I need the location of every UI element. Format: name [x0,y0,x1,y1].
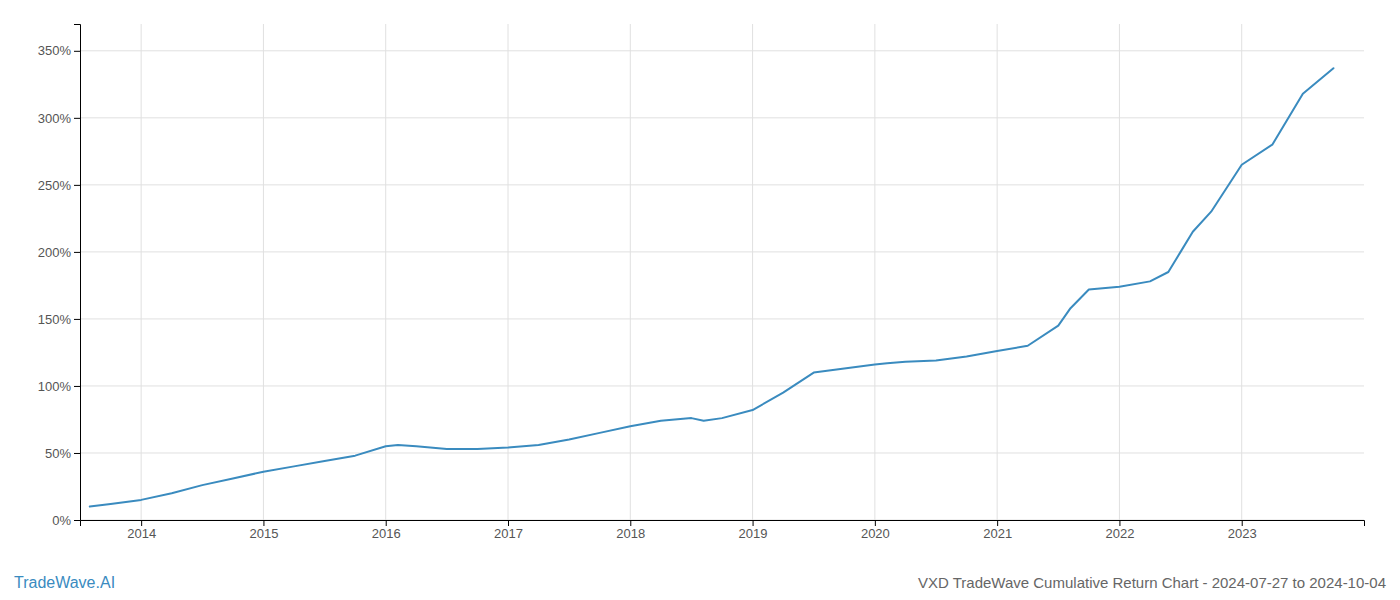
y-tick: 300% [38,110,80,125]
y-tick-mark [74,453,80,454]
y-grid-line [80,452,1364,453]
x-tick: 2021 [983,520,1012,541]
y-grid-line [80,318,1364,319]
x-tick-label: 2023 [1228,526,1257,541]
y-tick-mark [74,51,80,52]
x-tick-label: 2020 [861,526,890,541]
x-tick-mark [263,520,264,526]
x-tick: 2016 [372,520,401,541]
x-tick: 2020 [861,520,890,541]
x-tick-label: 2018 [616,526,645,541]
y-tick-mark [74,185,80,186]
y-tick-mark [74,252,80,253]
y-tick-mark [74,319,80,320]
plot-area: 2014 2015 2016 2017 2018 2019 2020 2021 2022 2023… [38,24,1365,541]
x-tick-mark [386,520,387,526]
y-tick-mark [74,118,80,119]
x-tick-mark [753,520,754,526]
y-tick-label: 350% [38,43,72,58]
y-tick: 200% [38,245,80,260]
y-grid-line [80,117,1364,118]
x-tick: 2017 [494,520,523,541]
y-tick-label: 300% [38,110,72,125]
x-grid-line [1119,24,1120,520]
title: VXD TradeWave Cumulative Return Chart - … [918,574,1386,591]
y-tick-label: 250% [38,178,72,193]
y-tick-label: 200% [38,245,72,260]
x-grid-line [874,24,875,520]
x-grid-line [630,24,631,520]
y-tick: 100% [38,379,80,394]
y-grid-line [80,251,1364,252]
chart: 2014 2015 2016 2017 2018 2019 2020 2021 2022 2023… [0,0,1400,600]
x-axis: 2014 2015 2016 2017 2018 2019 2020 2021 2022 2023 [81,520,1365,541]
x-grid-line [141,24,142,520]
x-grid-line [752,24,753,520]
x-tick-label: 2022 [1105,526,1134,541]
x-tick-label: 2017 [494,526,523,541]
y-tick: 350% [38,43,80,58]
y-tick: 250% [38,178,80,193]
grid [80,24,1364,520]
x-tick: 2022 [1105,520,1134,541]
x-tick: 2023 [1228,520,1257,541]
y-tick-label: 50% [45,446,71,461]
x-tick-mark [141,520,142,526]
y-tick: 0% [52,513,80,528]
x-tick-label: 2015 [249,526,278,541]
y-tick-label: 100% [38,379,72,394]
y-axis-line [74,25,81,521]
x-grid-line [1241,24,1242,520]
x-tick-label: 2019 [739,526,768,541]
x-tick: 2018 [616,520,645,541]
x-tick: 2015 [249,520,278,541]
x-axis-line [81,521,1365,527]
x-grid-line [508,24,509,520]
x-tick-mark [1119,520,1120,526]
x-tick-label: 2016 [372,526,401,541]
line [90,68,1334,506]
x-tick-label: 2014 [127,526,156,541]
x-tick-mark [1242,520,1243,526]
x-tick-mark [875,520,876,526]
x-tick-mark [508,520,509,526]
y-grid-line [80,184,1364,185]
x-grid-line [997,24,998,520]
y-tick-label: 150% [38,312,72,327]
series [90,68,1334,506]
y-tick-mark [74,520,80,521]
y-tick-label: 0% [52,513,71,528]
x-tick-label: 2021 [983,526,1012,541]
x-tick: 2019 [739,520,768,541]
x-tick-mark [630,520,631,526]
y-axis: 0% 50% 100% 150% 200% 250% 300% 350% [38,25,81,528]
watermark: TradeWave.AI [14,574,115,591]
x-grid-line [263,24,264,520]
x-tick-mark [997,520,998,526]
y-grid-line [80,385,1364,386]
x-tick: 2014 [127,520,156,541]
y-grid-line [80,50,1364,51]
y-tick: 150% [38,312,80,327]
y-tick-mark [74,386,80,387]
y-tick: 50% [45,446,80,461]
